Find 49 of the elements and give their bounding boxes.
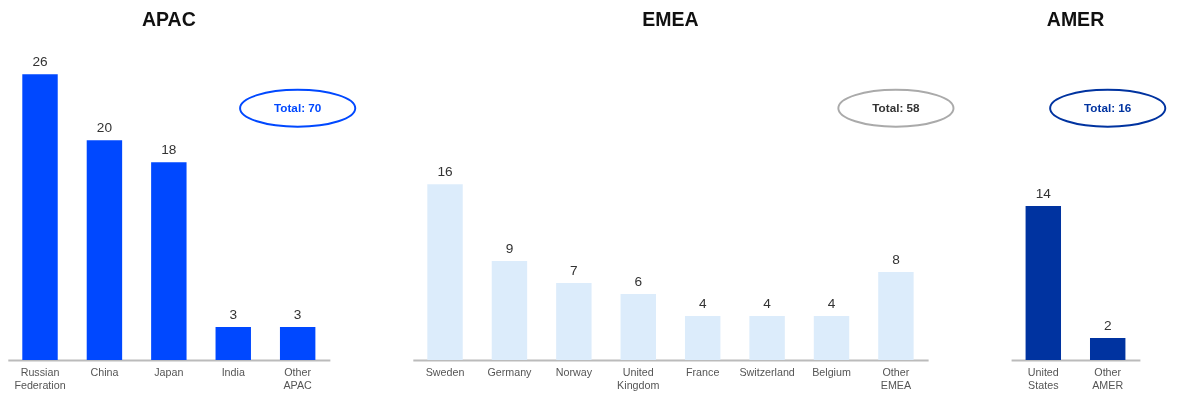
x-tick-label: United Kingdom	[617, 366, 660, 391]
bar	[427, 184, 463, 361]
x-tick-label: Belgium	[812, 366, 851, 379]
x-tick-label: Russian Federation	[14, 366, 66, 391]
data-label: 20	[96, 120, 113, 136]
bar	[86, 140, 123, 361]
data-label: 3	[229, 307, 238, 323]
data-label: 4	[827, 296, 836, 312]
bar	[684, 316, 721, 361]
chart-title: EMEA	[642, 8, 699, 31]
x-tick-label: Switzerland	[739, 366, 795, 379]
data-label: 4	[698, 296, 707, 312]
data-label: 2	[1103, 318, 1112, 334]
data-label: 26	[32, 54, 48, 70]
bar	[279, 327, 316, 361]
x-tick-label: China	[90, 366, 119, 379]
data-label: 3	[293, 307, 302, 323]
x-tick-label: Sweden	[425, 366, 465, 379]
data-label: 9	[505, 241, 514, 257]
chart-title: AMER	[1046, 8, 1105, 31]
data-label: 6	[634, 274, 643, 290]
bar	[749, 316, 785, 361]
data-label: 8	[892, 252, 900, 268]
bar	[878, 272, 914, 361]
data-label: 18	[161, 142, 177, 158]
bar	[215, 327, 251, 361]
data-label: 14	[1035, 186, 1052, 202]
bar	[556, 283, 592, 361]
x-tick-label: Other APAC	[283, 366, 313, 391]
text: Total: 16	[1084, 101, 1132, 115]
text: Total: 58	[872, 101, 921, 115]
x-tick-label: Japan	[154, 366, 184, 379]
bar	[22, 74, 58, 361]
data-label: 4	[763, 296, 772, 312]
x-tick-label: Norway	[555, 366, 593, 379]
x-tick-label: Other AMER	[1092, 366, 1124, 391]
annotation: Total: 70	[274, 101, 322, 115]
bar	[491, 261, 528, 361]
bar	[813, 316, 850, 361]
x-tick-label: France	[686, 366, 720, 379]
bar	[620, 294, 656, 361]
chart-title: APAC	[141, 8, 196, 31]
x-tick-label: Other EMEA	[880, 366, 912, 391]
x-tick-label: United States	[1027, 366, 1059, 391]
x-tick-label: Germany	[487, 366, 533, 379]
bar	[151, 162, 187, 361]
data-label: 7	[570, 263, 578, 279]
data-label: 16	[437, 164, 453, 180]
x-tick-label: India	[221, 366, 245, 379]
